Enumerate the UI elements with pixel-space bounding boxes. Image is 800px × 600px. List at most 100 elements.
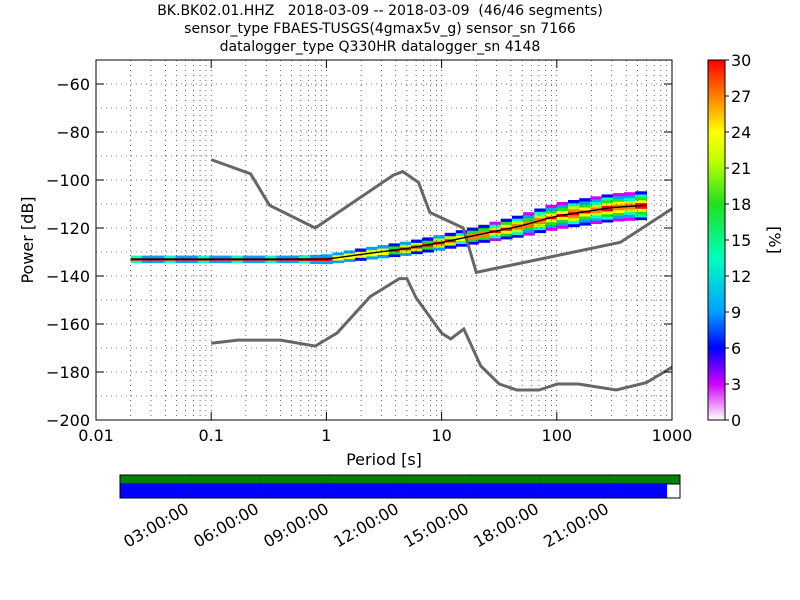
heatmap-cell: [343, 256, 356, 260]
heatmap-cell: [511, 234, 524, 238]
heatmap-cell: [635, 205, 647, 209]
heatmap-cell: [332, 255, 345, 258]
heatmap-cell: [601, 205, 614, 209]
heatmap-cell: [287, 255, 300, 259]
heatmap-cell: [366, 253, 378, 257]
heatmap-cell: [220, 260, 233, 264]
heatmap-cell: [534, 211, 547, 215]
heatmap-cell: [153, 260, 165, 264]
heatmap-cell: [388, 254, 401, 258]
availability-time-label: 12:00:00: [330, 499, 402, 551]
heatmap-cell: [411, 248, 423, 252]
colorbar-ticks: 0 3 6 9 12 15 18 21 24 27 30: [725, 51, 751, 430]
colorbar-tick-label: 30: [731, 51, 751, 70]
heatmap-cell: [579, 216, 591, 220]
heatmap-cell: [523, 220, 535, 225]
noise-models: [210, 158, 673, 392]
heatmap-cell: [579, 204, 591, 208]
heatmap-cell: [590, 196, 603, 200]
heatmap-cell: [444, 245, 457, 249]
heatmap-cell: [354, 257, 367, 261]
heatmap-cell: [590, 207, 603, 211]
heatmap-cell: [209, 255, 221, 259]
heatmap-cell: [556, 201, 569, 206]
heatmap-cell: [601, 211, 614, 215]
heatmap-cell: [489, 235, 502, 239]
heatmap-cell: [624, 192, 636, 196]
availability-time-label: 21:00:00: [540, 499, 612, 551]
heatmap-cell: [455, 241, 468, 244]
heatmap-cell: [399, 252, 412, 256]
availability-time-label: 03:00:00: [120, 499, 192, 551]
heatmap-cell: [478, 239, 491, 243]
heatmap-cell: [411, 239, 423, 243]
heatmap-cell: [141, 255, 154, 259]
heatmap-cell: [175, 255, 188, 259]
heatmap-cell: [388, 251, 401, 255]
heatmap-cell: [343, 258, 356, 262]
heatmap-cell: [635, 194, 647, 198]
heatmap-cell: [624, 197, 636, 201]
heatmap-cell: [568, 214, 580, 219]
x-tick-label: 1000: [652, 426, 693, 445]
heatmap-cell: [141, 260, 154, 264]
heatmap-cell: [590, 210, 603, 213]
heatmap-cell: [478, 236, 491, 240]
heatmap-cell: [209, 260, 221, 264]
colorbar-tick-label: 27: [731, 87, 751, 106]
heatmap-cell: [635, 211, 647, 215]
heatmap-cell: [612, 201, 625, 205]
heatmap-cell: [601, 213, 614, 217]
heatmap-cell: [354, 251, 367, 255]
colorbar-tick-label: 24: [731, 123, 751, 142]
heatmap-cell: [444, 235, 457, 240]
heatmap-cell: [624, 203, 636, 207]
heatmap-cell: [511, 232, 524, 235]
heatmap-cell: [612, 193, 625, 197]
colorbar-tick-label: 6: [731, 339, 741, 358]
heatmap-cell: [534, 214, 547, 218]
heatmap-cell: [612, 209, 625, 213]
heatmap-cell: [455, 235, 468, 239]
heatmap-cell: [534, 217, 547, 221]
heatmap-cell: [523, 226, 535, 230]
heatmap-cell: [534, 229, 547, 234]
heatmap-cell: [534, 223, 547, 227]
heatmap-cell: [545, 224, 558, 228]
heatmap-cell: [489, 238, 502, 242]
heatmap-cell: [388, 246, 401, 250]
heatmap-cell: [332, 252, 345, 256]
heatmap-cell: [444, 242, 457, 246]
heatmap-cell: [545, 221, 558, 226]
heatmap-cell: [422, 240, 434, 244]
heatmap-cell: [433, 244, 446, 248]
heatmap-cell: [467, 236, 479, 240]
heatmap-cell: [601, 219, 614, 223]
y-tick-label: −180: [46, 363, 90, 382]
heatmap-cell: [612, 215, 625, 219]
heatmap-cell: [590, 212, 603, 216]
grid: [95, 60, 672, 420]
heatmap-cell: [500, 230, 513, 234]
heatmap-cell: [568, 206, 580, 210]
heatmap-cell: [579, 222, 591, 226]
heatmap-cell: [175, 260, 188, 264]
heatmap-cell: [568, 217, 580, 222]
colorbar-label: [%]: [765, 226, 784, 254]
heatmap-cell: [298, 260, 311, 264]
heatmap-cell: [377, 251, 390, 255]
heatmap-cell: [556, 204, 569, 208]
heatmap-cell: [164, 260, 177, 264]
heatmap-cell: [467, 241, 479, 245]
heatmap-cell: [411, 251, 423, 255]
heatmap-cell: [489, 227, 502, 231]
heatmap-cell: [411, 242, 423, 246]
y-axis-label: Power [dB]: [18, 196, 37, 283]
heatmap-cell: [433, 247, 446, 251]
heatmap-cell: [489, 221, 502, 225]
heatmap-cell: [455, 232, 468, 236]
title-line-3: datalogger_type Q330HR datalogger_sn 414…: [219, 39, 541, 55]
x-tick-label: 1: [321, 426, 331, 445]
availability-time-label: 15:00:00: [400, 499, 472, 551]
heatmap-cell: [579, 201, 591, 205]
